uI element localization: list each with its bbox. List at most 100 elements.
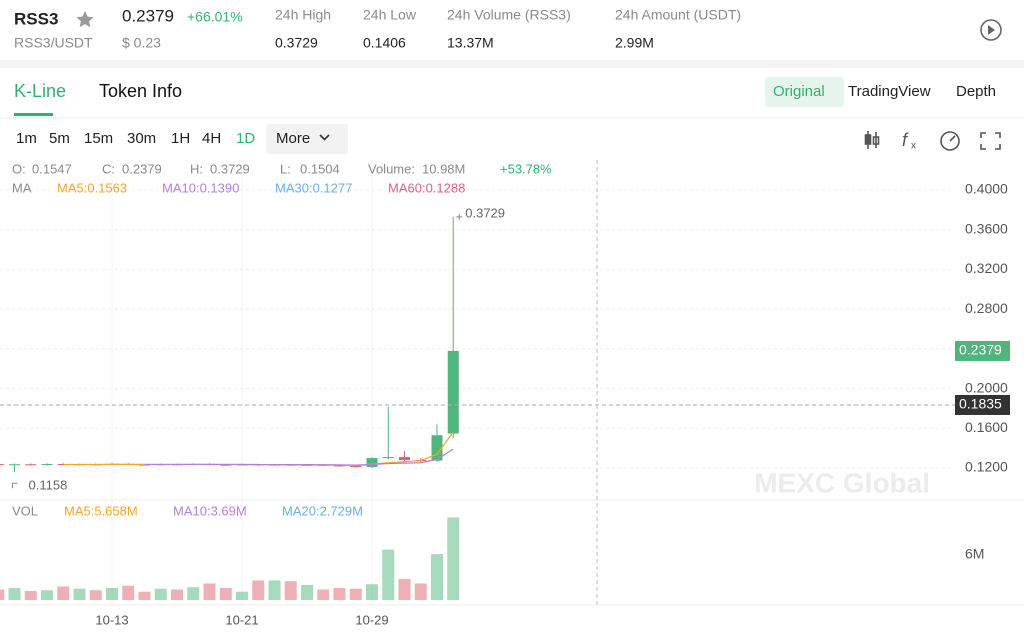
volume-bar [122, 585, 135, 600]
volume-bar [187, 587, 200, 600]
candle-body [41, 464, 53, 466]
hover-label: Volume: [368, 161, 415, 176]
hover-value: 0.1504 [300, 161, 340, 176]
volume-bar [73, 588, 86, 600]
volume-bar [317, 589, 330, 600]
view-option[interactable]: Original [773, 83, 825, 100]
chevron [319, 134, 330, 141]
interval[interactable]: 5m [49, 130, 70, 147]
stat-value: 0.3729 [275, 35, 318, 51]
y-tick-label: 0.2000 [965, 379, 1008, 395]
ma-legend-item: MA30:0.1277 [275, 180, 352, 195]
more-button[interactable] [266, 124, 348, 154]
candle-body [382, 457, 394, 459]
volume-bar [301, 584, 313, 600]
price-tag-label: 0.2379 [959, 342, 1002, 358]
volume-bar [236, 591, 248, 600]
symbol: RSS3 [14, 9, 58, 28]
price-change: +66.01% [187, 9, 243, 25]
interval[interactable]: 1D [236, 130, 255, 147]
play-button[interactable] [980, 19, 1002, 41]
y-tick-label: 0.1200 [965, 459, 1008, 475]
candle-body [350, 465, 362, 468]
view-option[interactable]: TradingView [848, 83, 931, 100]
interval[interactable]: 1m [16, 130, 37, 147]
settings-icon[interactable] [940, 131, 960, 151]
vol-legend-item: MA10:3.69M [173, 503, 247, 518]
hover-label: C: [102, 161, 115, 176]
y-tick-label: 0.1600 [965, 419, 1008, 435]
volume-bar [268, 580, 281, 600]
fullscreen-icon[interactable] [980, 132, 1001, 150]
interval[interactable]: 15m [84, 130, 113, 147]
crosshair-label: 0.1835 [959, 396, 1002, 412]
play-icon [988, 25, 995, 35]
volume-bar [24, 590, 37, 600]
y-tick-label: 0.3200 [965, 260, 1008, 276]
stat-label: 24h Amount (USDT) [615, 7, 741, 23]
volume-bar [171, 589, 183, 600]
volume-bar [349, 588, 362, 600]
interval[interactable]: 30m [127, 130, 156, 147]
volume-bar [414, 583, 427, 600]
price-tag [955, 340, 1010, 361]
volume-bar [447, 517, 460, 600]
stat-label: 24h High [275, 7, 331, 23]
last-price: 0.2379 [122, 6, 174, 25]
volume-bar [154, 588, 167, 600]
stat-value: 2.99M [615, 35, 654, 51]
volume-bar [398, 578, 411, 600]
hover-value: 0.2379 [122, 161, 162, 176]
pair: RSS3/USDT [14, 35, 93, 51]
stat-label: 24h Low [363, 7, 417, 23]
candle-body [220, 464, 232, 466]
tab[interactable]: Token Info [99, 81, 182, 101]
vol-legend-item: MA5:5.658M [64, 503, 138, 518]
volume-bar [203, 583, 216, 600]
volume-bar [89, 590, 102, 600]
high-marker [456, 213, 463, 220]
candle-body [399, 457, 410, 461]
more-label: More [276, 130, 310, 147]
tabs: K-Line Token Info [14, 81, 182, 116]
candle-body [431, 435, 443, 461]
formula-icon[interactable]: f [902, 130, 909, 150]
candle-body [0, 464, 4, 466]
interval[interactable]: 1H [171, 130, 190, 147]
hover-value: 10.98M [422, 161, 465, 176]
formula-icon-x: x [911, 141, 916, 152]
indicator-icon[interactable] [864, 131, 880, 149]
candle-body [25, 464, 37, 466]
volume-bar [219, 587, 232, 600]
watermark: MEXC Global [754, 467, 930, 498]
hover-value: 0.1547 [32, 161, 72, 176]
stats: 24h High 0.3729 24h Low 0.1406 24h Volume (R… [275, 7, 741, 51]
volume-bar [8, 587, 21, 600]
hover-change: +53.78% [500, 161, 552, 176]
candle-body [447, 350, 459, 434]
vol-legend-item: MA20:2.729M [282, 503, 363, 518]
ma-legend-item: MA60:0.1288 [388, 180, 465, 195]
usd-price: $ 0.23 [122, 35, 161, 51]
volume-bar [252, 580, 265, 600]
candle-body [366, 458, 378, 468]
volume-bar [382, 549, 395, 600]
y-tick-label: 0.2800 [965, 300, 1008, 316]
ma-legend-label: MA [12, 180, 32, 195]
hover-label: L: [280, 161, 291, 176]
toolbar: f x [864, 130, 1001, 152]
view-option[interactable]: Depth [956, 83, 996, 100]
y-tick-label: 0.3600 [965, 220, 1008, 236]
axis: 0.12000.16000.20000.24000.28000.32000.36… [0, 181, 1024, 627]
volume-bar [431, 554, 443, 600]
interval[interactable]: 4H [202, 130, 221, 147]
hover-label: O: [12, 161, 26, 176]
volume-bar [333, 587, 346, 600]
favorite-star[interactable] [76, 11, 94, 28]
stat-value: 0.1406 [363, 35, 406, 51]
y-tick-label: 0.4000 [965, 181, 1008, 197]
volume-bar [284, 581, 297, 600]
x-tick-label: 10-13 [95, 612, 128, 627]
tab[interactable]: K-Line [14, 81, 66, 101]
tab-underline [14, 113, 53, 116]
